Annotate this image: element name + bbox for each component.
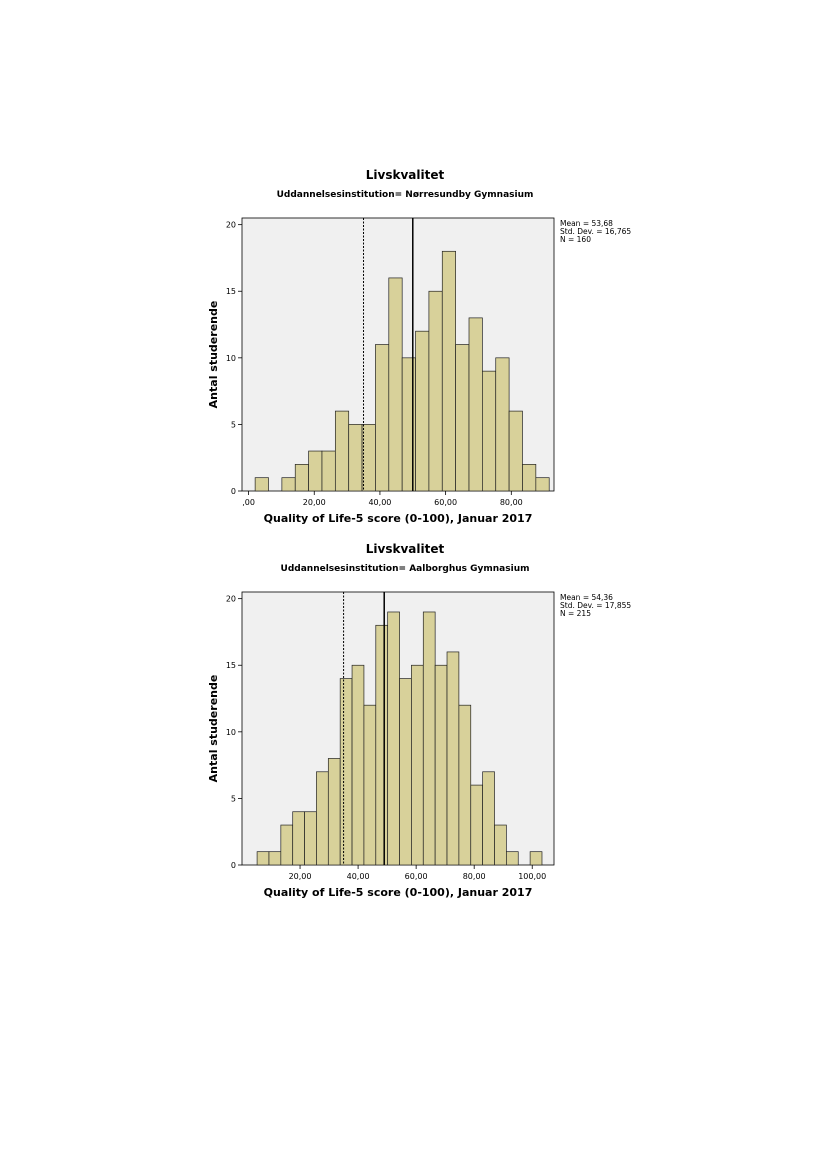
histogram-bar [388, 277, 403, 492]
histogram-bar [375, 344, 390, 492]
stats-mean: Mean = 54,36 [560, 593, 613, 602]
histogram-bar [294, 464, 309, 492]
chart-subtitle: Uddannelsesinstitution= Aalborghus Gymna… [280, 564, 530, 574]
stats-stddev: Std. Dev. = 16,765 [560, 227, 632, 236]
chart-title: Livskvalitet [365, 168, 445, 182]
histogram-bar [506, 851, 519, 866]
histogram-bar [535, 477, 550, 492]
stats-stddev: Std. Dev. = 17,855 [560, 601, 632, 610]
chart-subtitle: Uddannelsesinstitution= Nørresundby Gymn… [276, 190, 534, 200]
y-tick-label: 15 [226, 661, 236, 670]
histogram-bar [411, 664, 424, 866]
y-axis-label: Antal studerende [207, 301, 220, 409]
histogram-bar [494, 824, 507, 866]
histogram-bar [292, 811, 305, 866]
x-tick-label: 40,00 [368, 498, 391, 507]
histogram-bar [268, 851, 282, 866]
histogram-bar [280, 824, 294, 866]
x-axis-label: Quality of Life-5 score (0-100), Januar … [264, 886, 533, 899]
histogram-bar [281, 477, 296, 492]
x-tick-label: 40,00 [347, 872, 370, 881]
stats-box: Mean = 54,36 Std. Dev. = 17,855 N = 215 [560, 594, 631, 618]
histogram-bar [434, 664, 448, 866]
histogram-bar [508, 410, 523, 492]
histogram-bar [304, 811, 317, 866]
x-tick-label: 100,00 [518, 872, 546, 881]
x-tick-label: 80,00 [500, 498, 523, 507]
x-tick-label: 60,00 [434, 498, 457, 507]
histogram-bar [375, 624, 389, 866]
histogram-bar [316, 771, 329, 866]
histogram-bar [348, 424, 363, 492]
histogram-bar [361, 424, 376, 492]
histogram-bar [428, 290, 443, 492]
x-axis-label: Quality of Life-5 score (0-100), Januar … [264, 512, 533, 525]
y-tick-label: 10 [226, 728, 236, 737]
histogram-bar [522, 464, 537, 492]
histogram-bar [470, 784, 483, 866]
histogram-bar [334, 410, 350, 492]
y-tick-label: 5 [231, 794, 236, 803]
y-tick-label: 0 [231, 487, 236, 496]
histogram-bar [529, 851, 543, 866]
y-tick-label: 20 [226, 595, 236, 604]
y-axis-label: Antal studerende [207, 675, 220, 783]
histogram-bar [363, 704, 377, 866]
histogram-bar [482, 370, 497, 492]
stats-mean: Mean = 53,68 [560, 219, 613, 228]
histogram-bar [422, 611, 436, 866]
chart-title: Livskvalitet [365, 542, 445, 556]
x-tick-label: 20,00 [289, 872, 312, 881]
stats-n: N = 215 [560, 609, 591, 618]
y-tick-label: 5 [231, 420, 236, 429]
plot-area: 0 5 10 15 20 20,00 40,00 60,00 80,00 100,00 Qualit… [207, 591, 555, 899]
histogram-chart-aalborghus: Livskvalitet Uddannelsesinstitution= Aal… [200, 539, 660, 909]
histogram-bar [455, 344, 470, 492]
histogram-bar [468, 317, 483, 492]
histogram-bar [256, 851, 270, 866]
x-tick-label: 80,00 [463, 872, 486, 881]
y-tick-label: 10 [226, 354, 236, 363]
x-tick-label: 60,00 [405, 872, 428, 881]
stats-n: N = 160 [560, 235, 591, 244]
histogram-bar [254, 477, 269, 492]
histogram-bar [495, 357, 510, 492]
y-tick-label: 20 [226, 221, 236, 230]
y-tick-label: 15 [226, 287, 236, 296]
histogram-bar [415, 330, 430, 492]
histogram-bar [327, 758, 341, 866]
histogram-bar [446, 651, 460, 866]
histogram-bar [351, 664, 365, 866]
histogram-bar [399, 678, 412, 866]
histogram-bar [458, 704, 472, 866]
y-tick-label: 0 [231, 861, 236, 870]
histogram-bar [387, 611, 400, 866]
histogram-chart-norresundby: Livskvalitet Uddannelsesinstitution= Nør… [200, 165, 660, 535]
histogram-bar [482, 771, 495, 866]
histogram-bar [339, 678, 353, 866]
x-tick-label: ,00 [242, 498, 255, 507]
histogram-bar [321, 450, 336, 492]
histogram-bar [441, 250, 456, 492]
histogram-bar [308, 450, 323, 492]
stats-box: Mean = 53,68 Std. Dev. = 16,765 N = 160 [560, 220, 631, 244]
x-tick-label: 20,00 [303, 498, 326, 507]
histogram-bar [401, 357, 416, 492]
